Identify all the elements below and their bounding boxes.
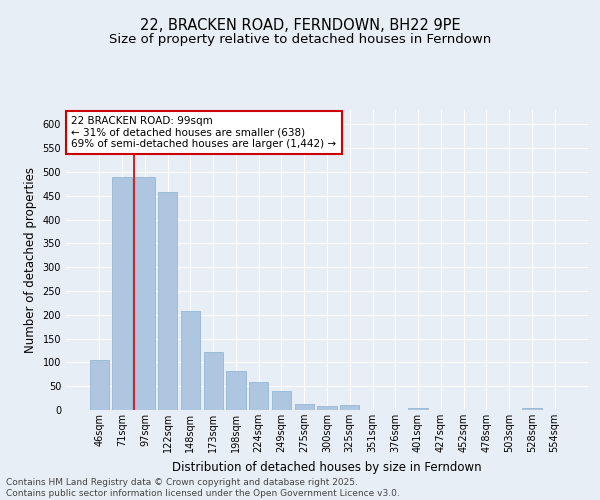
Bar (181, 312, 200, 410)
Bar (249, 382, 268, 410)
Bar (340, 405, 359, 410)
Text: Contains HM Land Registry data © Crown copyright and database right 2025.
Contai: Contains HM Land Registry data © Crown c… (6, 478, 400, 498)
Bar (226, 371, 245, 410)
Text: 22 BRACKEN ROAD: 99sqm
← 31% of detached houses are smaller (638)
69% of semi-de: 22 BRACKEN ROAD: 99sqm ← 31% of detached… (71, 116, 337, 149)
Bar (522, 408, 542, 410)
Bar (135, 176, 155, 410)
Bar (158, 192, 178, 410)
Bar (317, 406, 337, 410)
Y-axis label: Number of detached properties: Number of detached properties (24, 167, 37, 353)
X-axis label: Distribution of detached houses by size in Ferndown: Distribution of detached houses by size … (172, 460, 482, 473)
Text: Size of property relative to detached houses in Ferndown: Size of property relative to detached ho… (109, 32, 491, 46)
Text: 22, BRACKEN ROAD, FERNDOWN, BH22 9PE: 22, BRACKEN ROAD, FERNDOWN, BH22 9PE (140, 18, 460, 32)
Bar (409, 408, 428, 410)
Bar (112, 176, 132, 410)
Bar (90, 360, 109, 410)
Bar (272, 391, 291, 410)
Bar (295, 404, 314, 410)
Bar (203, 352, 223, 410)
